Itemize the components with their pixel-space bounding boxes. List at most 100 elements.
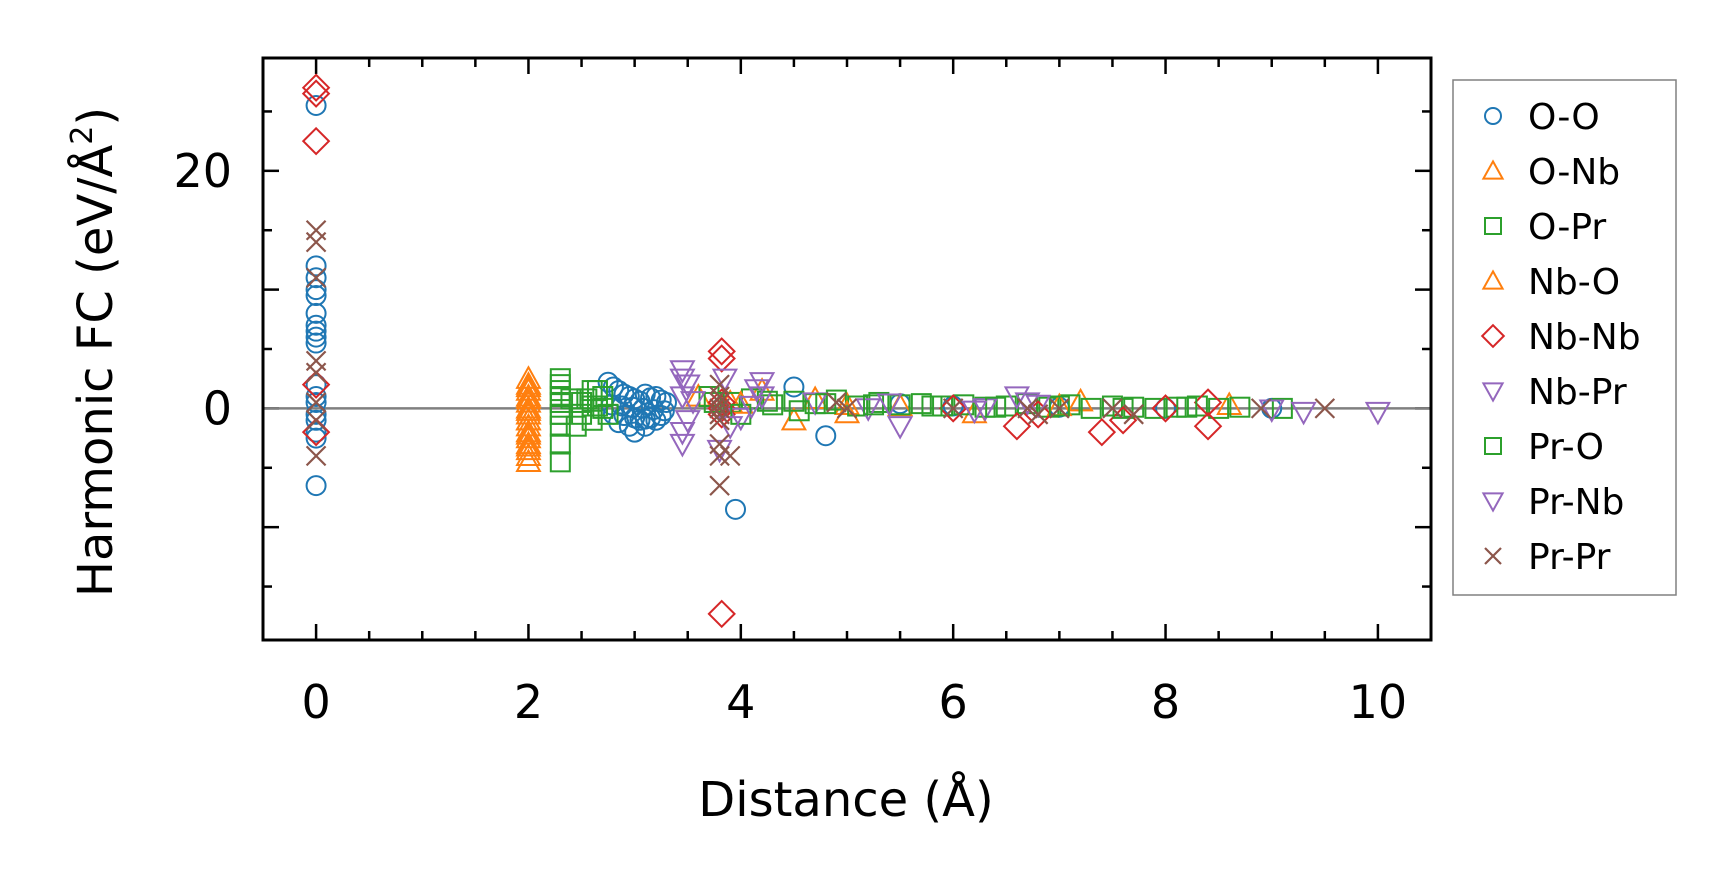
data-point [942, 395, 964, 417]
data-point [305, 475, 327, 497]
legend-entry-pr-o: Pr-O [1484, 427, 1604, 468]
data-point [1216, 391, 1243, 415]
data-point [826, 392, 847, 413]
data-point [876, 393, 903, 418]
data-point [571, 403, 593, 425]
data-point [515, 371, 542, 395]
data-point [586, 395, 608, 417]
legend: O-O O-Nb O-Pr Nb-O Nb-Nb Nb-Pr Pr-O Pr-Nb Pr-Pr [1452, 79, 1677, 596]
x-tick-label: 2 [514, 675, 543, 729]
data-point [707, 344, 736, 373]
data-point [305, 279, 327, 301]
data-point [305, 267, 327, 289]
data-point [717, 416, 744, 440]
data-point [1087, 417, 1117, 447]
data-point [1123, 404, 1144, 425]
data-point [618, 415, 640, 437]
data-point [703, 391, 725, 413]
data-point [515, 436, 542, 461]
data-point [305, 255, 327, 277]
data-point [629, 409, 651, 431]
data-point [515, 388, 542, 413]
legend-marker [1484, 437, 1502, 455]
legend-marker [1480, 323, 1506, 349]
legend-label: Nb-Pr [1528, 372, 1627, 413]
data-point [1193, 388, 1223, 417]
data-point [305, 409, 327, 431]
data-point [738, 395, 765, 420]
data-point [669, 360, 696, 384]
data-point [938, 394, 968, 423]
data-point [571, 391, 593, 413]
data-point [833, 399, 861, 424]
data-point [549, 368, 571, 390]
data-point [780, 406, 808, 431]
data-point [305, 392, 327, 413]
data-point [709, 409, 730, 431]
series-pr-pr [305, 219, 1336, 496]
data-point [515, 385, 542, 410]
series-o-o [305, 95, 1283, 520]
data-point [305, 302, 327, 324]
data-point [1155, 397, 1177, 419]
data-point [1017, 398, 1038, 419]
legend-entry-nb-o: Nb-O [1481, 262, 1620, 303]
data-point [1049, 398, 1070, 419]
tick-labels: 0 2 4 6 8 10 0 20 [173, 144, 1407, 729]
data-point [581, 409, 603, 431]
y-axis-label-close: ) [68, 107, 124, 126]
legend-marker [1481, 269, 1505, 290]
legend-entry-pr-pr: Pr-Pr [1484, 537, 1611, 578]
data-point [305, 386, 327, 408]
data-point [679, 391, 707, 415]
data-point [305, 285, 327, 307]
data-point [515, 432, 542, 457]
axis-ticks [263, 58, 1431, 640]
data-point [709, 445, 730, 467]
data-point [756, 390, 778, 412]
data-point [1193, 411, 1223, 441]
data-point [1003, 386, 1030, 410]
data-point [613, 405, 635, 427]
data-point [515, 373, 542, 398]
data-point [1101, 395, 1123, 417]
data-point [515, 406, 542, 431]
data-point [305, 391, 327, 413]
data-point [608, 412, 630, 434]
data-point [921, 395, 943, 417]
data-point [669, 368, 696, 393]
data-point [1144, 397, 1166, 419]
data-point [549, 451, 571, 473]
data-point [549, 380, 571, 402]
legend-label: O-Nb [1528, 152, 1620, 193]
data-point [711, 368, 738, 393]
data-point [788, 400, 810, 422]
data-point [1364, 401, 1392, 426]
data-point [1048, 395, 1070, 417]
data-point [985, 396, 1007, 418]
data-point [624, 421, 646, 443]
data-point [868, 391, 890, 413]
data-point [783, 376, 805, 398]
legend-label: Nb-Nb [1528, 317, 1641, 358]
data-point [305, 374, 327, 396]
legend-label: O-O [1528, 97, 1600, 138]
data-point [549, 433, 571, 455]
data-point [305, 320, 327, 342]
data-markers [301, 73, 1392, 629]
data-point [305, 332, 327, 354]
data-point [961, 400, 988, 425]
data-point [709, 475, 730, 496]
legend-label: O-Pr [1528, 207, 1606, 248]
data-point [515, 418, 542, 443]
data-point [855, 398, 882, 422]
data-point [727, 407, 754, 432]
data-point [1067, 387, 1094, 412]
legend-marker [1484, 217, 1502, 235]
data-point [305, 427, 327, 449]
data-point [1250, 398, 1272, 419]
series-pr-o [549, 380, 1198, 437]
legend-marker [1481, 492, 1505, 513]
data-point [825, 389, 847, 411]
